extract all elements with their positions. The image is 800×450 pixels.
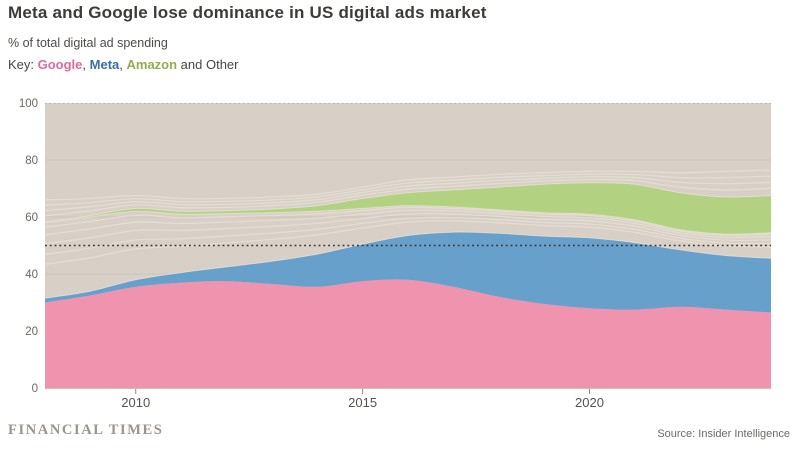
- y-tick-label: 60: [25, 212, 38, 224]
- area-edge-line: [45, 182, 771, 223]
- source-credit: Source: Insider Intelligence: [657, 428, 790, 440]
- y-tick-label: 100: [19, 98, 38, 110]
- area-edge-line: [45, 205, 771, 235]
- faint-other-line: [45, 212, 771, 245]
- faint-other-line: [45, 173, 771, 206]
- key-meta: Meta: [89, 57, 120, 72]
- faint-other-line: [45, 176, 771, 212]
- key-amazon: Amazon: [126, 57, 178, 72]
- key-label: Key:: [8, 57, 38, 72]
- google-area: [45, 279, 771, 388]
- plot-area: [45, 103, 771, 388]
- meta-area: [45, 232, 771, 313]
- y-tick-label: 40: [25, 269, 38, 281]
- faint-other-line: [45, 206, 771, 237]
- key-separator: ,: [119, 57, 127, 72]
- faint-other-line: [45, 178, 771, 217]
- y-tick-label: 0: [32, 383, 38, 395]
- chart-subtitle: % of total digital ad spending: [8, 36, 168, 50]
- key-google: Google: [37, 57, 83, 72]
- ft-brand-logo: FINANCIAL TIMES: [8, 422, 164, 438]
- x-tick-label: 2010: [121, 395, 150, 410]
- page-title: Meta and Google lose dominance in US dig…: [8, 3, 487, 22]
- y-tick-label: 20: [25, 326, 38, 338]
- chart-key: Key: Google, Meta, Amazon and Other: [8, 57, 239, 72]
- amazon-area: [45, 182, 771, 235]
- faint-other-line: [45, 220, 771, 265]
- y-tick-label: 80: [25, 155, 38, 167]
- faint-other-line: [45, 216, 771, 256]
- key-separator: ,: [82, 57, 90, 72]
- area-edge-line: [45, 231, 771, 299]
- x-tick-label: 2015: [348, 395, 377, 410]
- x-tick-label: 2020: [575, 395, 604, 410]
- key-other: and Other: [177, 57, 239, 72]
- faint-other-line: [45, 209, 771, 239]
- faint-other-line: [45, 169, 771, 201]
